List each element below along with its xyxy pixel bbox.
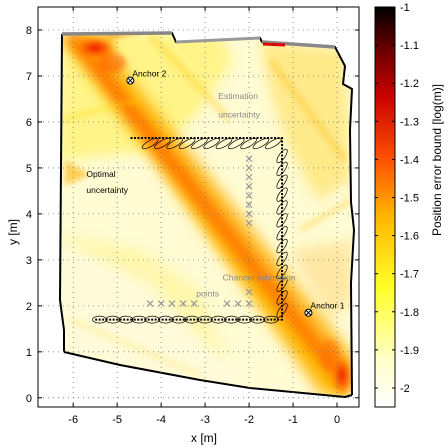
- estimation-uncertainty-ellipse: [276, 161, 288, 176]
- colorbar-tick-label: -1.5: [400, 192, 419, 204]
- colorbar-label: Position error bound [log(m)]: [430, 84, 444, 236]
- room-walls: [59, 31, 355, 398]
- estimation-uncertainty-ellipse: [215, 138, 233, 150]
- annotation-text: Channel estimation: [223, 273, 296, 283]
- estimation-uncertainty-ellipse: [178, 138, 196, 150]
- estimation-uncertainty-ellipse: [276, 174, 288, 189]
- optimal-uncertainty-ellipse: [237, 315, 253, 324]
- estimation-uncertainty-ellipse: [252, 138, 270, 150]
- x-axis-ticks: -6 -5 -4 -3 -2 -1 0: [68, 7, 340, 426]
- y-axis-label: y [m]: [6, 219, 20, 245]
- optimal-uncertainty-ellipse: [171, 315, 187, 324]
- optimal-uncertainty-ellipse: [184, 315, 200, 324]
- estimation-uncertainty-ellipse: [166, 138, 184, 150]
- annotation-text: uncertainty: [86, 185, 128, 195]
- colorbar-tick-label: -1: [400, 2, 410, 14]
- estimation-uncertainty-ellipse: [240, 138, 257, 150]
- estimation-uncertainty-ellipse: [276, 200, 288, 215]
- trajectory-line: [95, 137, 284, 321]
- y-axis-ticks: 0 1 2 3 4 5 6 7 8: [26, 25, 359, 405]
- estimation-uncertainty-ellipse: [203, 138, 220, 150]
- colorbar-tick-label: -1.2: [400, 78, 419, 90]
- x-tick-label: -3: [200, 414, 210, 426]
- y-tick-label: 4: [26, 209, 32, 221]
- estimation-uncertainty-ellipse: [276, 187, 288, 202]
- x-axis-label: x [m]: [191, 431, 217, 445]
- x-tick-label: -4: [156, 414, 166, 426]
- colorbar-tick-label: -1.7: [400, 269, 419, 281]
- estimation-uncertainty-ellipse: [276, 290, 288, 305]
- annotation-text: Optimal: [86, 169, 115, 179]
- estimation-uncertainty-ellipse: [276, 264, 288, 279]
- annotation-text: Estimation: [218, 91, 258, 101]
- channel-estimation-point: [146, 300, 154, 307]
- colorbar-tick-label: -2: [400, 383, 410, 395]
- estimation-uncertainty-ellipse: [276, 226, 288, 241]
- estimation-uncertainty-ellipse: [276, 251, 288, 267]
- colorbar: [374, 6, 396, 408]
- channel-estimation-point: [179, 300, 187, 307]
- colorbar-tick-label: -1.8: [400, 307, 419, 319]
- channel-estimation-point: [245, 173, 253, 181]
- axes-frame: [37, 6, 360, 408]
- y-tick-label: 0: [26, 393, 32, 405]
- y-tick-label: 5: [26, 163, 32, 175]
- estimation-uncertainty-ellipse: [191, 138, 208, 150]
- colorbar-tick-label: -1.9: [400, 345, 419, 357]
- annotation-text: points: [196, 289, 219, 299]
- plot-annotations: Optimal uncertainty Estimation uncertainty C…: [86, 91, 295, 299]
- heatmap-field: [60, 33, 354, 397]
- channel-estimation-point: [245, 192, 253, 199]
- channel-estimation-point: [168, 300, 176, 307]
- estimation-uncertainty-ellipse: [276, 238, 288, 254]
- channel-estimation-point: [245, 288, 253, 296]
- channel-estimation-point: [223, 300, 231, 307]
- optimal-uncertainty-ellipse: [224, 315, 239, 324]
- anchor-markers: Anchor 2 Anchor 1: [126, 69, 345, 317]
- colorbar-tick-label: -1.6: [400, 231, 419, 243]
- estimation-uncertainty-ellipse: [276, 303, 288, 318]
- estimation-uncertainty-ellipse: [276, 148, 288, 164]
- y-tick-label: 6: [26, 117, 32, 129]
- y-tick-label: 3: [26, 255, 32, 267]
- x-tick-label: -6: [68, 414, 78, 426]
- y-tick-label: 8: [26, 25, 32, 37]
- estimation-uncertainty-ellipse: [264, 138, 282, 150]
- colorbar-tick-label: -1.3: [400, 116, 419, 128]
- x-tick-label: -2: [244, 414, 254, 426]
- estimation-uncertainty-ellipse: [228, 138, 245, 150]
- channel-estimation-point: [245, 210, 253, 218]
- anchor-cross: [127, 77, 134, 84]
- estimation-uncertainty-ellipse: [154, 138, 171, 150]
- annotation-text: uncertainty: [218, 109, 260, 119]
- channel-estimation-point: [234, 300, 242, 307]
- channel-estimation-point: [245, 300, 253, 307]
- anchor-cross: [305, 309, 312, 316]
- channel-estimation-point: [245, 182, 253, 190]
- channel-estimation-points: [146, 155, 253, 307]
- channel-estimation-point: [190, 300, 198, 307]
- channel-estimation-point: [245, 155, 253, 163]
- colorbar-tick-label: -1.4: [400, 154, 419, 166]
- x-tick-label: -1: [288, 414, 298, 426]
- estimation-uncertainty-ellipse: [141, 138, 159, 150]
- colorbar-tick-label: -1.1: [400, 40, 419, 52]
- estimation-uncertainty-ellipse: [276, 277, 288, 292]
- anchor-label: Anchor 2: [132, 69, 166, 79]
- x-tick-label: -5: [112, 414, 122, 426]
- grid-lines: [38, 7, 359, 407]
- y-tick-label: 7: [26, 71, 32, 83]
- optimal-uncertainty-ellipse: [118, 315, 134, 324]
- anchor-label: Anchor 1: [310, 301, 344, 311]
- channel-estimation-point: [157, 300, 165, 307]
- estimation-uncertainty-ellipse: [276, 213, 288, 228]
- colorbar-ticks: -1 -1.1 -1.2 -1.3 -1.4 -1.5 -1.6 -1.7 -1.8 -1.9 -2: [375, 2, 419, 395]
- y-tick-label: 1: [26, 347, 32, 359]
- channel-estimation-point: [245, 164, 253, 172]
- y-tick-label: 2: [26, 301, 32, 313]
- x-tick-label: 0: [334, 414, 340, 426]
- channel-estimation-point: [245, 219, 253, 227]
- channel-estimation-point: [245, 201, 253, 209]
